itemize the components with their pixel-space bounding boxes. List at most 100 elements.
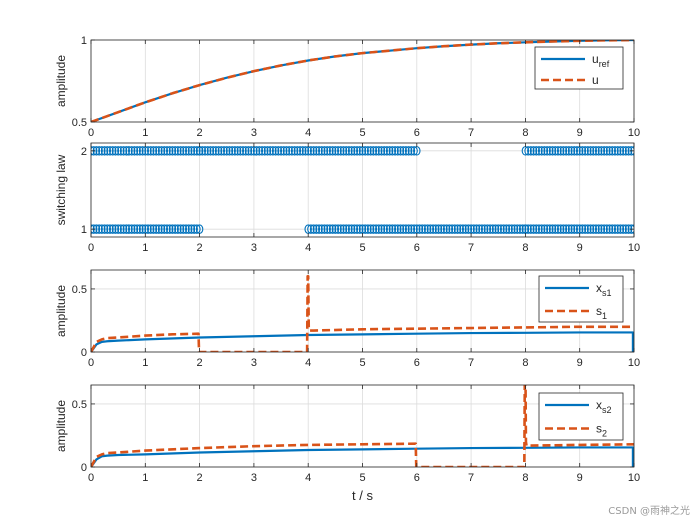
- switching-point: [122, 224, 131, 234]
- switching-point: [95, 224, 103, 234]
- switching-point: [258, 146, 266, 156]
- switching-point: [187, 146, 196, 156]
- switching-point: [551, 224, 560, 234]
- switching-point: [144, 146, 152, 156]
- switching-point: [592, 224, 600, 234]
- x-tick-label: 5: [359, 242, 365, 254]
- switching-point: [396, 146, 405, 156]
- x-tick-label: 9: [577, 357, 583, 369]
- switching-point: [535, 146, 543, 156]
- switching-point: [312, 146, 321, 156]
- switching-point: [605, 146, 614, 156]
- switching-point: [320, 146, 329, 156]
- switching-point: [437, 224, 445, 234]
- switching-point: [491, 224, 500, 234]
- switching-point: [299, 146, 307, 156]
- switching-point: [212, 146, 220, 156]
- switching-point: [573, 224, 581, 234]
- switching-point: [442, 224, 451, 234]
- x-tick-label: 8: [522, 357, 528, 369]
- switching-point: [622, 146, 630, 156]
- x-tick-label: 3: [251, 357, 257, 369]
- x-tick-label: 5: [359, 127, 365, 139]
- switching-point: [584, 146, 592, 156]
- switching-point: [242, 146, 250, 156]
- watermark: CSDN @雨神之光: [608, 506, 690, 517]
- switching-point: [432, 224, 440, 234]
- y-tick-label: 0.5: [72, 399, 87, 411]
- switching-point: [117, 146, 125, 156]
- x-tick-label: 3: [251, 127, 257, 139]
- switching-point: [342, 146, 350, 156]
- switching-point: [548, 146, 557, 156]
- switching-point: [527, 224, 535, 234]
- switching-point: [453, 224, 462, 234]
- switching-point: [364, 224, 372, 234]
- switching-point: [103, 224, 112, 234]
- switching-point: [573, 146, 581, 156]
- switching-point: [155, 224, 163, 234]
- x-tick-label: 7: [468, 357, 474, 369]
- switching-point: [589, 224, 598, 234]
- switching-point: [434, 224, 443, 234]
- switching-point: [239, 146, 247, 156]
- x-tick-label: 3: [251, 472, 257, 484]
- switching-point: [410, 146, 418, 156]
- x-tick-label: 7: [468, 472, 474, 484]
- switching-point: [470, 224, 478, 234]
- switching-point: [326, 224, 334, 234]
- switching-point: [548, 224, 557, 234]
- switching-point: [152, 146, 160, 156]
- switching-point: [499, 224, 508, 234]
- switching-point: [356, 224, 364, 234]
- switching-point: [627, 146, 634, 156]
- switching-point: [353, 224, 361, 234]
- switching-point: [383, 224, 391, 234]
- x-tick-label: 10: [628, 357, 640, 369]
- switching-point: [597, 224, 606, 234]
- switching-point: [106, 224, 114, 234]
- switching-point: [404, 224, 413, 234]
- x-tick-label: 0: [88, 242, 94, 254]
- switching-point: [165, 146, 174, 156]
- switching-point: [597, 146, 606, 156]
- switching-point: [350, 224, 359, 234]
- switching-point: [537, 146, 546, 156]
- switching-point: [375, 224, 383, 234]
- switching-point: [586, 146, 595, 156]
- switching-point: [613, 146, 622, 156]
- x-tick-label: 4: [305, 127, 311, 139]
- switching-point: [184, 224, 193, 234]
- switching-point: [383, 146, 391, 156]
- y-tick-label: 0: [81, 462, 87, 474]
- switching-point: [407, 146, 416, 156]
- switching-point: [589, 146, 598, 156]
- switching-point: [244, 146, 253, 156]
- switching-point: [168, 224, 177, 234]
- switching-point: [174, 146, 182, 156]
- x-tick-label: 2: [197, 127, 203, 139]
- switching-point: [328, 224, 337, 234]
- switching-point: [280, 146, 288, 156]
- legend-label-main: x: [596, 398, 602, 412]
- switching-point: [369, 224, 378, 234]
- switching-point: [540, 146, 549, 156]
- switching-point: [318, 146, 326, 156]
- switching-point: [594, 224, 603, 234]
- switching-point: [293, 146, 302, 156]
- switching-point: [475, 224, 483, 234]
- switching-point: [429, 224, 437, 234]
- switching-point: [372, 146, 380, 156]
- switching-point: [584, 224, 592, 234]
- switching-point: [277, 146, 285, 156]
- x-tick-label: 9: [577, 472, 583, 484]
- switching-point: [551, 146, 560, 156]
- switching-point: [179, 146, 188, 156]
- switching-point: [472, 224, 481, 234]
- switching-point: [127, 224, 136, 234]
- switching-point: [125, 146, 133, 156]
